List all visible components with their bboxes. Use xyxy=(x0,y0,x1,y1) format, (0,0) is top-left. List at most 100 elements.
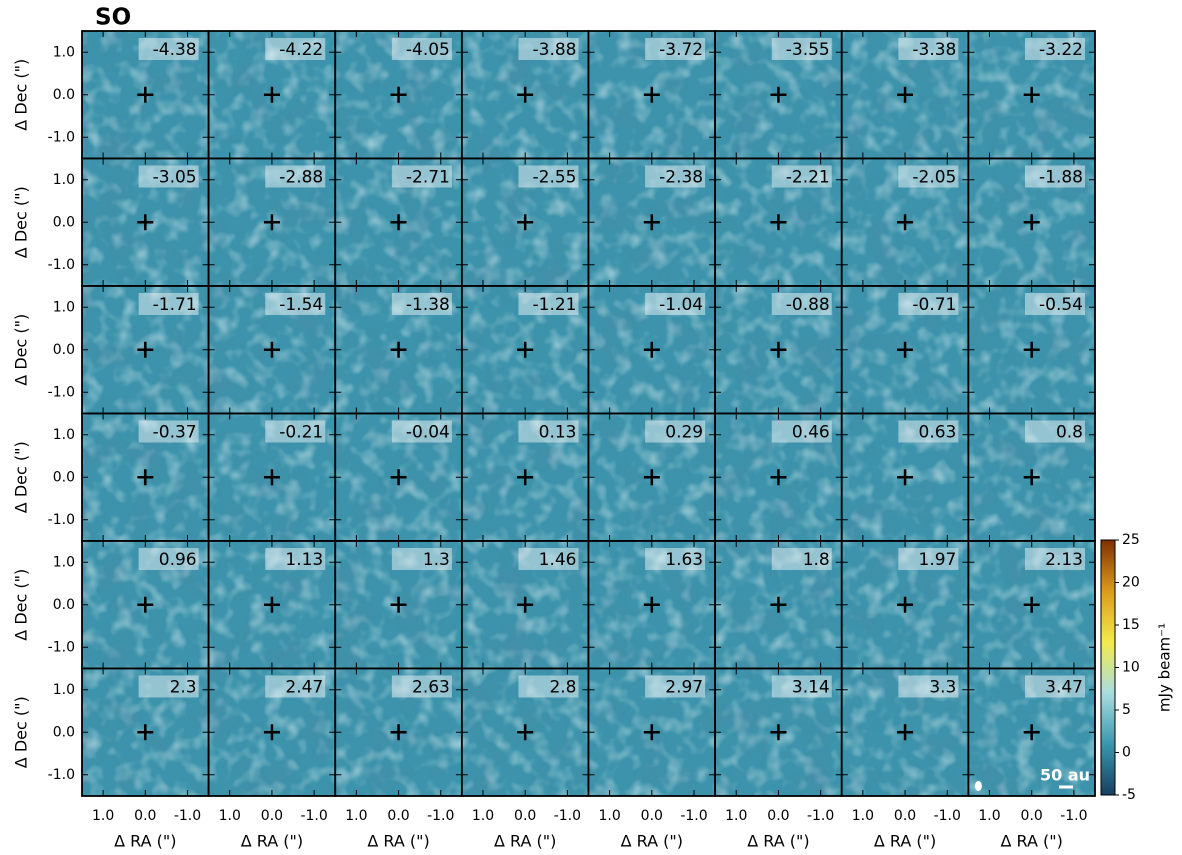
beam xyxy=(974,781,982,791)
x-axis-label: Δ RA (") xyxy=(747,832,809,851)
label-box xyxy=(265,293,326,315)
velocity-label: 2.47 xyxy=(285,678,323,698)
velocity-label: 2.13 xyxy=(1045,550,1083,570)
velocity-label: -1.54 xyxy=(279,295,323,315)
y-tick-label: -1.0 xyxy=(48,129,75,145)
label-box xyxy=(1025,38,1085,60)
y-tick-label: 0.0 xyxy=(53,214,75,230)
velocity-label: 1.46 xyxy=(539,550,577,570)
x-tick-label: -1.0 xyxy=(934,808,961,824)
velocity-label: -0.04 xyxy=(406,423,450,443)
velocity-label: 0.63 xyxy=(919,423,957,443)
x-axis-label: Δ RA (") xyxy=(494,832,556,851)
label-box xyxy=(771,165,832,188)
label-box xyxy=(898,548,959,570)
label-box xyxy=(898,165,959,188)
y-axis-label: Δ Dec (") xyxy=(12,59,31,131)
label-box xyxy=(138,548,199,570)
label-box xyxy=(265,420,326,443)
label-box xyxy=(1025,165,1085,188)
label-box xyxy=(1025,548,1085,570)
x-axis-label: Δ RA (") xyxy=(241,832,303,851)
title: SO xyxy=(95,5,131,31)
label-box xyxy=(391,165,452,188)
x-axis-label: Δ RA (") xyxy=(621,832,683,851)
colorbar-tick-label: 15 xyxy=(1122,617,1140,633)
x-tick-label: 0.0 xyxy=(1021,808,1043,824)
y-tick-label: 0.0 xyxy=(53,87,75,103)
velocity-label: -2.88 xyxy=(279,168,323,188)
velocity-label: -2.38 xyxy=(659,168,703,188)
label-box xyxy=(645,293,706,315)
velocity-label: -2.21 xyxy=(786,168,830,188)
velocity-label: -1.21 xyxy=(533,295,577,315)
label-box xyxy=(518,675,579,698)
label-box xyxy=(518,420,579,443)
y-tick-label: 0.0 xyxy=(53,469,75,485)
label-box xyxy=(518,38,579,60)
x-axis-label: Δ RA (") xyxy=(1001,832,1063,851)
velocity-label: 2.3 xyxy=(170,678,197,698)
y-axis-label: Δ Dec (") xyxy=(12,186,31,258)
velocity-label: -1.04 xyxy=(659,295,703,315)
label-box xyxy=(898,420,959,443)
label-box xyxy=(518,293,579,315)
velocity-label: 3.3 xyxy=(929,678,956,698)
velocity-label: 2.8 xyxy=(549,678,576,698)
x-axis-label: Δ RA (") xyxy=(114,832,176,851)
velocity-label: -3.05 xyxy=(153,168,197,188)
velocity-label: 0.46 xyxy=(792,423,830,443)
velocity-label: -4.05 xyxy=(406,40,450,60)
label-box xyxy=(138,165,199,188)
velocity-label: 0.29 xyxy=(665,423,703,443)
label-box xyxy=(391,675,452,698)
velocity-label: -2.55 xyxy=(533,168,577,188)
velocity-label: -4.22 xyxy=(279,40,323,60)
y-tick-label: 1.0 xyxy=(53,299,75,315)
label-box xyxy=(391,293,452,315)
x-tick-label: 1.0 xyxy=(472,808,494,824)
label-box xyxy=(1025,420,1085,443)
velocity-label: 2.63 xyxy=(412,678,450,698)
y-tick-label: 0.0 xyxy=(53,597,75,613)
velocity-label: -3.88 xyxy=(533,40,577,60)
velocity-label: -1.88 xyxy=(1039,168,1083,188)
velocity-label: 1.3 xyxy=(423,550,450,570)
y-tick-label: 0.0 xyxy=(53,724,75,740)
x-tick-label: 1.0 xyxy=(345,808,367,824)
colorbar-tick-label: 20 xyxy=(1122,575,1140,591)
label-box xyxy=(138,675,199,698)
velocity-label: -4.38 xyxy=(153,40,197,60)
colorbar-tick-label: -5 xyxy=(1122,787,1136,803)
velocity-label: -0.21 xyxy=(279,423,323,443)
label-box xyxy=(518,548,579,570)
y-axis-label: Δ Dec (") xyxy=(12,696,31,768)
velocity-label: 0.96 xyxy=(159,550,197,570)
velocity-label: -3.22 xyxy=(1039,40,1083,60)
x-tick-label: 0.0 xyxy=(134,808,156,824)
y-tick-label: -1.0 xyxy=(48,512,75,528)
x-tick-label: 1.0 xyxy=(978,808,1000,824)
y-tick-label: 0.0 xyxy=(53,342,75,358)
label-box xyxy=(138,420,199,443)
colorbar-tick-label: 0 xyxy=(1122,745,1131,761)
x-tick-label: 1.0 xyxy=(852,808,874,824)
label-box xyxy=(645,38,706,60)
velocity-label: -0.88 xyxy=(786,295,830,315)
colorbar xyxy=(1100,539,1116,796)
x-tick-label: 0.0 xyxy=(261,808,283,824)
label-box xyxy=(138,38,199,60)
y-tick-label: -1.0 xyxy=(48,639,75,655)
velocity-label: -1.38 xyxy=(406,295,450,315)
x-tick-label: 0.0 xyxy=(387,808,409,824)
x-tick-label: 1.0 xyxy=(219,808,241,824)
x-tick-label: 0.0 xyxy=(514,808,536,824)
velocity-label: 2.97 xyxy=(665,678,703,698)
x-tick-label: -1.0 xyxy=(427,808,454,824)
velocity-label: -3.55 xyxy=(786,40,830,60)
label-box xyxy=(645,165,706,188)
scalebar-label: 50 au xyxy=(1040,766,1090,785)
label-box xyxy=(645,420,706,443)
velocity-label: -1.71 xyxy=(153,295,197,315)
